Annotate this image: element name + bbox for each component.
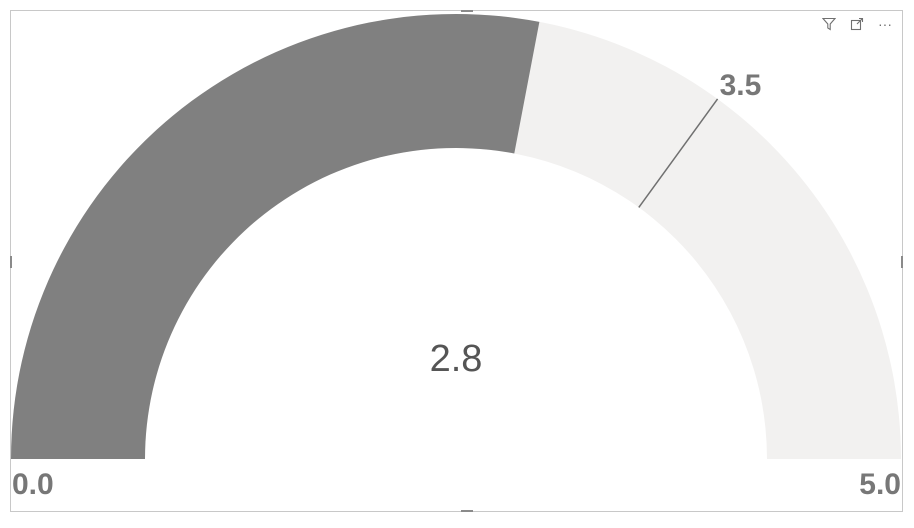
resize-handle-right[interactable] <box>901 256 903 268</box>
visual-header-toolbar: ··· <box>820 16 894 32</box>
gauge-target-marker <box>638 98 719 208</box>
focus-mode-icon[interactable] <box>848 16 866 32</box>
gauge-value-fill <box>11 13 540 460</box>
gauge-value-label: 2.8 <box>430 338 483 380</box>
gauge-min-label: 0.0 <box>12 468 54 501</box>
gauge-chart: 3.5 2.8 0.0 5.0 <box>11 13 901 501</box>
gauge-visual[interactable]: ··· 3.5 2.8 0.0 5.0 <box>10 10 903 512</box>
resize-handle-bottom[interactable] <box>461 510 473 512</box>
gauge-max-label: 5.0 <box>859 468 901 501</box>
filter-icon[interactable] <box>820 16 838 32</box>
more-options-icon[interactable]: ··· <box>878 16 892 32</box>
resize-handle-top[interactable] <box>461 10 473 12</box>
gauge-target-label: 3.5 <box>720 69 762 102</box>
resize-handle-left[interactable] <box>10 256 12 268</box>
